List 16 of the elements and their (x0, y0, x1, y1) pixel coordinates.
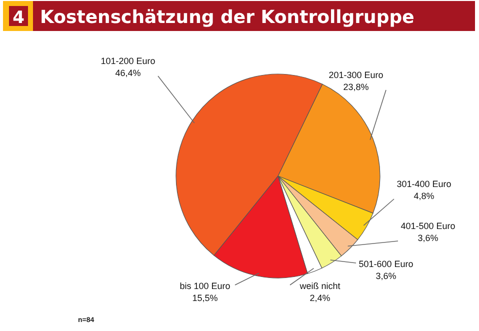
slice-label: 401-500 Euro (400, 221, 456, 231)
slice-label: weiß nicht (298, 281, 341, 291)
data-label: 46,4% (115, 68, 141, 78)
data-label: 15,5% (192, 293, 218, 303)
slice-label: 201-300 Euro (328, 70, 384, 80)
slice-label: bis 100 Euro (180, 281, 230, 291)
chart-title: Kostenschätzung der Kontrollgruppe (40, 7, 414, 28)
data-label: 2,4% (310, 293, 330, 303)
slice-label: 301-400 Euro (396, 179, 452, 189)
data-label: 23,8% (343, 82, 369, 92)
text: 4 (12, 8, 25, 28)
data-label: 3,6% (376, 271, 396, 281)
slice-label: 101-200 Euro (100, 56, 156, 66)
data-label: 4,8% (414, 191, 434, 201)
slice-label: 501-600 Euro (358, 259, 414, 269)
data-label: 3,6% (418, 233, 438, 243)
